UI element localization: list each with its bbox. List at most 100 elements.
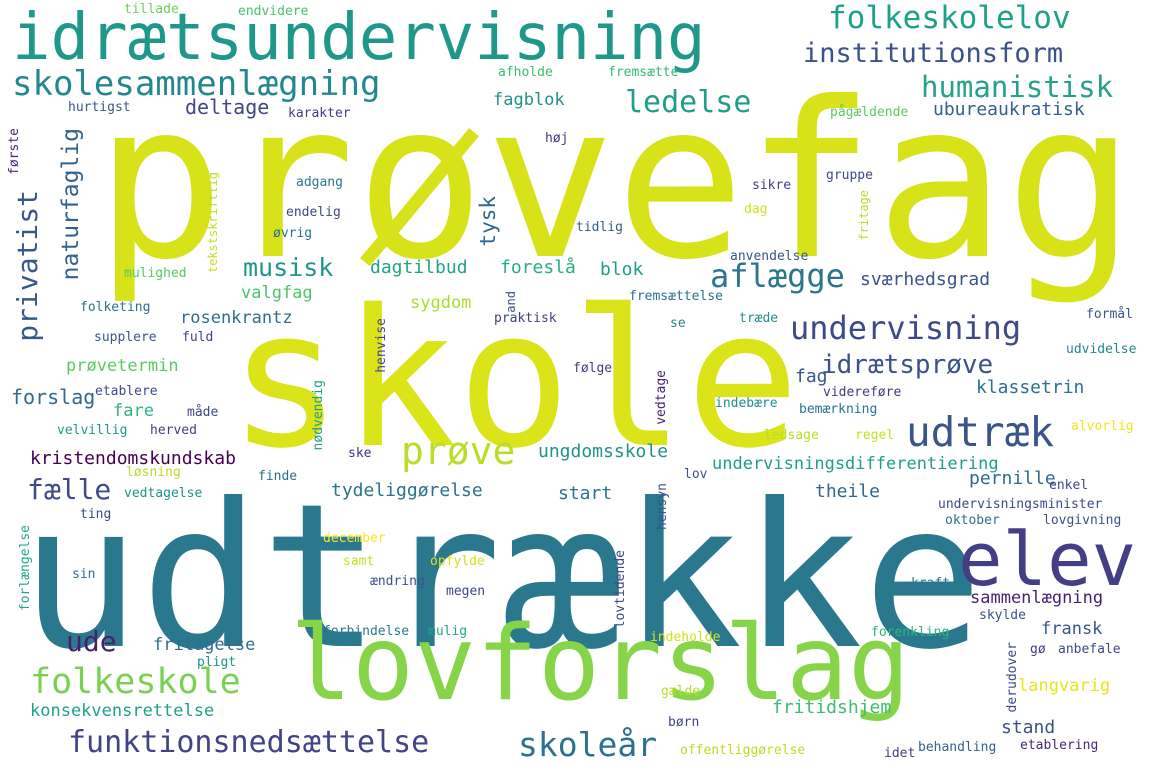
word: sin: [72, 567, 96, 582]
word: forenkling: [871, 625, 950, 640]
word: lovtidende: [613, 550, 628, 629]
word: anvendelse: [730, 249, 809, 264]
word: oktober: [945, 513, 1000, 528]
word: indeholde: [650, 630, 721, 645]
word: gruppe: [826, 168, 873, 183]
word: fælle: [27, 473, 112, 506]
word: lovgivning: [1043, 513, 1122, 528]
word: forbindelse: [323, 624, 410, 639]
word: undervisningsminister: [938, 497, 1103, 512]
word: undervisningsdifferentiering: [712, 454, 999, 474]
word: klassetrin: [976, 377, 1085, 398]
word: første: [7, 128, 22, 175]
word: idrætsprøve: [821, 350, 994, 380]
word: start: [558, 483, 613, 504]
word: folkeskole: [30, 662, 241, 702]
word: offentliggørelse: [680, 743, 806, 758]
word: langvarig: [1018, 676, 1111, 696]
word: ubureaukratisk: [933, 99, 1085, 120]
word: karakter: [288, 106, 351, 121]
word: folketing: [80, 300, 151, 315]
word: finde: [258, 469, 298, 484]
word: and: [504, 291, 518, 313]
word: lovforslag: [290, 604, 911, 724]
word: vedtagelse: [124, 486, 203, 501]
word: valgfag: [241, 283, 313, 303]
word: gø: [1030, 642, 1046, 657]
word: skole: [228, 269, 800, 490]
word: alvorlig: [1071, 419, 1134, 434]
word: fremsættelse: [629, 289, 723, 304]
word: december: [323, 531, 386, 546]
word: undervisning: [790, 309, 1022, 347]
word: formål: [1086, 307, 1133, 322]
word: idet: [884, 746, 916, 761]
word: henvise: [374, 318, 389, 373]
word: folkeskolelov: [828, 0, 1071, 36]
word: endvidere: [238, 4, 309, 19]
word: fag: [795, 366, 828, 387]
word: velvillig: [57, 423, 128, 438]
word: fritidshjem: [772, 697, 892, 718]
word: høj: [545, 131, 569, 146]
word: sammenlægning: [970, 588, 1104, 608]
word: supplere: [94, 330, 157, 345]
word: ændring: [370, 574, 425, 589]
word: tidlig: [576, 220, 623, 235]
word: kristendomskundskab: [30, 448, 236, 469]
word: dagtilbud: [370, 257, 468, 278]
word: hurtigst: [68, 100, 131, 115]
word: gælde: [661, 684, 701, 699]
word: øvrig: [273, 226, 313, 241]
word: foreslå: [500, 257, 576, 278]
word: pligt: [197, 655, 237, 670]
word: fagblok: [493, 90, 565, 110]
word: megen: [446, 584, 486, 599]
word: fritage: [857, 190, 871, 241]
word: tillade: [124, 2, 179, 17]
word: fuld: [182, 330, 214, 345]
word: skylde: [979, 608, 1026, 623]
word: regel: [855, 428, 895, 443]
word: tekstskriftlig: [206, 172, 220, 274]
word: vedtage: [654, 370, 669, 425]
word: ting: [80, 507, 112, 522]
word: pernille: [969, 468, 1056, 489]
word: videreføre: [823, 385, 902, 400]
word: blok: [600, 259, 644, 280]
word: privatist: [11, 190, 44, 342]
word: samt: [343, 554, 375, 569]
word: prøve: [401, 429, 516, 473]
word: ude: [66, 625, 117, 658]
word: tydeliggørelse: [331, 480, 483, 501]
word: fremsætte: [608, 65, 679, 80]
word: udtræk: [906, 408, 1055, 456]
word: udtrække: [20, 461, 984, 694]
word: ske: [348, 446, 372, 461]
word: indebære: [715, 396, 778, 411]
word: lov: [684, 467, 708, 482]
word: funktionsnedsættelse: [68, 725, 430, 760]
word: fransk: [1041, 619, 1103, 639]
word: forlængelse: [18, 525, 33, 612]
word: hensyn: [655, 483, 670, 530]
word: skoleår: [518, 725, 658, 764]
word: dag: [744, 202, 768, 217]
word: adgang: [296, 175, 343, 190]
word: herved: [150, 423, 197, 438]
word: musisk: [243, 253, 334, 282]
word: pågældende: [830, 105, 909, 120]
word: opfylde: [430, 554, 485, 569]
word: bemærkning: [799, 402, 878, 417]
word: naturfaglig: [58, 128, 84, 281]
word: kraft: [911, 576, 951, 591]
word: løsning: [126, 465, 181, 480]
word: institutionsform: [803, 38, 1064, 69]
word: sværhedsgrad: [860, 269, 991, 290]
word: tysk: [476, 196, 500, 247]
word: anbefale: [1058, 642, 1121, 657]
word: behandling: [918, 740, 997, 755]
word: elev: [958, 517, 1137, 603]
word: forslag: [11, 385, 96, 409]
